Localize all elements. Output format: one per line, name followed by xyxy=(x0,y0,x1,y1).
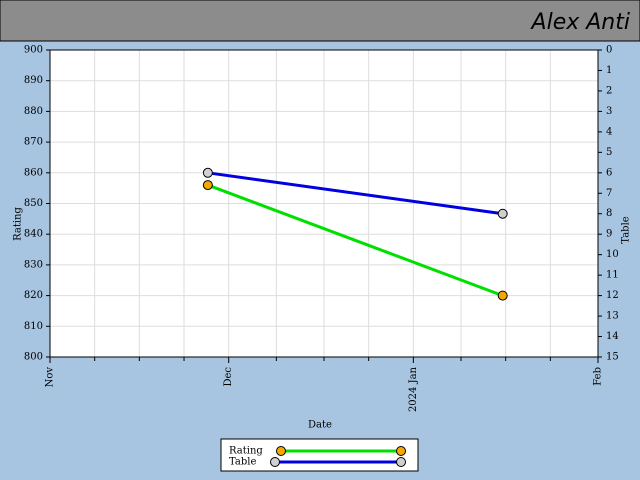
y2-tick-label: 12 xyxy=(606,290,619,301)
header-bar xyxy=(0,0,640,42)
y2-tick-label: 3 xyxy=(606,106,612,117)
y2-tick-label: 6 xyxy=(606,167,612,178)
y-tick-label: 880 xyxy=(24,106,43,117)
y2-tick-label: 11 xyxy=(606,270,619,281)
y2-tick-label: 9 xyxy=(606,229,612,240)
series-line xyxy=(207,171,503,216)
legend-marker xyxy=(396,457,406,467)
y-tick-label: 830 xyxy=(24,259,43,270)
y2-tick-label: 15 xyxy=(606,352,619,363)
data-point xyxy=(202,180,213,191)
legend-marker xyxy=(396,446,406,456)
legend-label: Rating xyxy=(229,446,263,457)
x-tick-label: Feb xyxy=(593,367,604,386)
y2-tick-label: 10 xyxy=(606,249,619,260)
y-tick-label: 850 xyxy=(24,198,43,209)
x-tick-label: Nov xyxy=(45,367,56,388)
plot-frame xyxy=(49,49,599,358)
legend-label: Table xyxy=(229,457,256,468)
x-axis-title: Date xyxy=(308,420,332,431)
y-tick-label: 840 xyxy=(24,229,43,240)
y-tick-label: 870 xyxy=(24,137,43,148)
legend xyxy=(220,438,419,472)
y-tick-label: 900 xyxy=(24,45,43,56)
y2-tick-label: 2 xyxy=(606,85,612,96)
data-point xyxy=(497,290,508,301)
legend-marker xyxy=(276,446,286,456)
y-tick-label: 820 xyxy=(24,290,43,301)
chart-title: Alex Anti xyxy=(530,10,630,35)
y2-tick-label: 0 xyxy=(606,45,612,56)
y-tick-label: 800 xyxy=(24,352,43,363)
y2-tick-label: 4 xyxy=(606,126,612,137)
x-tick-label: 2024 Jan xyxy=(408,366,419,412)
y2-axis-title: Table xyxy=(621,216,632,243)
y2-tick-label: 13 xyxy=(606,311,619,322)
y-axis-title: Rating xyxy=(13,207,24,241)
y2-tick-label: 7 xyxy=(606,188,612,199)
data-point xyxy=(497,208,508,219)
legend-marker xyxy=(270,457,280,467)
y2-tick-label: 5 xyxy=(606,147,612,158)
y2-tick-label: 1 xyxy=(606,65,612,76)
y-tick-label: 890 xyxy=(24,75,43,86)
y2-tick-label: 8 xyxy=(606,208,612,219)
y2-tick-label: 14 xyxy=(606,331,619,342)
series-line xyxy=(207,183,504,298)
y-tick-label: 860 xyxy=(24,167,43,178)
y-tick-label: 810 xyxy=(24,321,43,332)
data-point xyxy=(202,167,213,178)
x-tick-label: Dec xyxy=(223,367,234,387)
